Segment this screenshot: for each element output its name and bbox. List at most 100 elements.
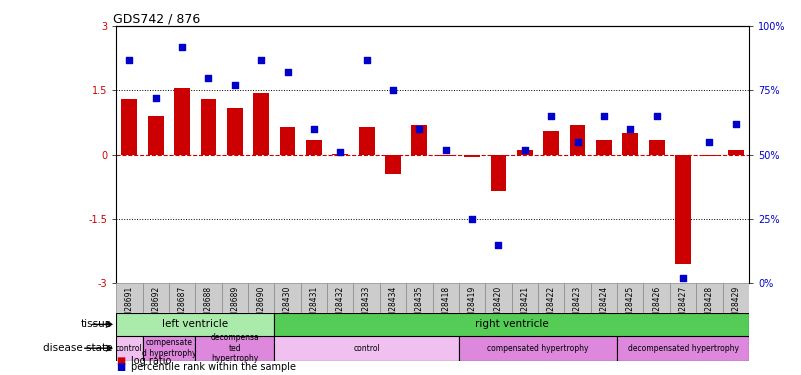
Text: GSM28687: GSM28687 [178,285,187,327]
Text: GSM28434: GSM28434 [388,285,397,327]
Bar [280,127,296,154]
Text: GSM28435: GSM28435 [415,285,424,327]
Bar [143,283,169,313]
Bar [222,283,248,313]
Text: GSM28429: GSM28429 [731,285,740,327]
Text: GSM28690: GSM28690 [256,285,266,327]
Bar [274,313,749,336]
Text: control: control [116,344,143,352]
Bar [723,283,749,313]
Bar [702,154,718,156]
Point [545,113,557,119]
Text: compensate
d hypertrophy: compensate d hypertrophy [142,339,196,358]
Bar [617,336,749,361]
Text: disease state: disease state [42,343,112,353]
Bar [512,283,538,313]
Bar [622,133,638,154]
Bar [116,313,274,336]
Bar [174,88,190,154]
Bar [590,283,617,313]
Bar [490,154,506,191]
Bar [353,283,380,313]
Point [175,44,188,50]
Point [598,113,610,119]
Bar [227,108,243,154]
Bar [643,283,670,313]
Bar [649,140,665,154]
Bar [543,131,559,154]
Bar [148,116,163,154]
Bar [538,283,565,313]
Bar [465,154,480,157]
Point [360,57,373,63]
Point [413,126,426,132]
Bar [596,140,612,154]
Point [571,139,584,145]
Bar [412,125,427,154]
Point [492,242,505,248]
Bar [438,154,453,156]
Text: GSM28423: GSM28423 [573,285,582,327]
Text: GSM28433: GSM28433 [362,285,371,327]
Bar [565,283,591,313]
Bar [327,283,353,313]
Text: GSM28692: GSM28692 [151,285,160,327]
Text: percentile rank within the sample: percentile rank within the sample [131,362,296,372]
Text: log ratio: log ratio [131,356,171,366]
Text: GSM28432: GSM28432 [336,285,344,327]
Bar [169,283,195,313]
Bar [116,283,143,313]
Bar [406,283,433,313]
Bar [459,336,617,361]
Bar [300,283,327,313]
Text: GSM28689: GSM28689 [231,285,239,327]
Bar [195,283,222,313]
Text: compensated hypertrophy: compensated hypertrophy [487,344,589,352]
Point [624,126,637,132]
Bar [617,283,643,313]
Text: GSM28422: GSM28422 [547,285,556,327]
Text: GSM28691: GSM28691 [125,285,134,327]
Text: GSM28425: GSM28425 [626,285,634,327]
Text: GSM28418: GSM28418 [441,285,450,327]
Text: ■: ■ [116,362,126,372]
Bar [306,140,322,154]
Point [677,275,690,281]
Text: GSM28430: GSM28430 [283,285,292,327]
Bar [570,125,586,154]
Text: decompensa
ted
hypertrophy: decompensa ted hypertrophy [211,333,260,363]
Text: GSM28431: GSM28431 [309,285,318,327]
Point [518,147,531,153]
Text: ■: ■ [116,356,126,366]
Text: right ventricle: right ventricle [475,320,549,329]
Bar [195,336,274,361]
Text: GSM28427: GSM28427 [678,285,687,327]
Bar [248,283,274,313]
Text: tissue: tissue [81,320,112,329]
Bar [433,283,459,313]
Point [650,113,663,119]
Bar [274,283,300,313]
Text: GSM28426: GSM28426 [652,285,661,327]
Text: GSM28428: GSM28428 [705,285,714,327]
Bar [359,127,375,154]
Point [202,75,215,81]
Point [387,87,400,93]
Point [465,216,478,222]
Text: GSM28424: GSM28424 [599,285,609,327]
Bar [253,93,269,154]
Point [255,57,268,63]
Bar [143,336,195,361]
Bar [385,154,401,174]
Bar [116,336,143,361]
Point [703,139,716,145]
Bar [122,99,137,154]
Point [228,82,241,88]
Point [334,149,347,155]
Point [439,147,452,153]
Text: decompensated hypertrophy: decompensated hypertrophy [627,344,739,352]
Text: GSM28420: GSM28420 [494,285,503,327]
Bar [696,283,723,313]
Point [123,57,135,63]
Text: left ventricle: left ventricle [162,320,228,329]
